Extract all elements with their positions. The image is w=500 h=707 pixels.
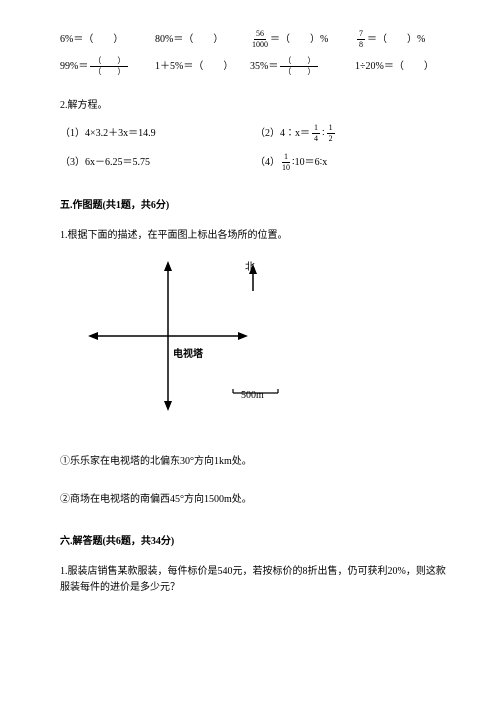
equation-row-2: （3）6x－6.25＝5.75 （4） 110 ∶10＝6∶x [60, 153, 450, 172]
ptop: （ ） [90, 57, 128, 67]
text: 六.解答题(共6题，共34分) [60, 536, 174, 547]
text: 35%＝ [250, 59, 278, 75]
section-5-heading: 五.作图题(共1题，共6分) [60, 198, 450, 214]
text: （3）6x－6.25＝5.75 [60, 155, 150, 171]
text: 2.解方程。 [60, 100, 108, 111]
text: 80%＝（ ） [155, 32, 223, 48]
fraction: 110 [282, 153, 290, 172]
s6-q1: 1.服装店销售某款服装，每件标价是540元，若按标价的8折出售，仍可获利20%，… [60, 564, 450, 596]
text: ∶ [322, 126, 325, 142]
text: ①乐乐家在电视塔的北偏东30°方向1km处。 [60, 456, 252, 467]
fraction: 14 [312, 124, 320, 143]
text: 6%＝（ ） [60, 32, 123, 48]
den: 1000 [252, 40, 268, 49]
expr-80pct: 80%＝（ ） [155, 30, 250, 49]
text: （1）4×3.2＋3x＝14.9 [60, 126, 156, 142]
q2-title: 2.解方程。 [60, 98, 450, 114]
text: （4） [255, 155, 280, 171]
expr-6pct: 6%＝（ ） [60, 30, 155, 49]
north-label: 北 [245, 260, 255, 276]
paren-frac: （ ）（ ） [280, 57, 318, 76]
pbot: （ ） [283, 67, 315, 76]
num: 1 [282, 153, 290, 163]
text: （2）4∶x＝ [255, 126, 310, 142]
text: 五.作图题(共1题，共6分) [60, 200, 169, 211]
expr-1plus5: 1＋5%＝（ ） [155, 57, 250, 76]
text: 1.根据下面的描述，在平面图上标出各场所的位置。 [60, 230, 288, 241]
s5-q1: 1.根据下面的描述，在平面图上标出各场所的位置。 [60, 228, 450, 244]
map-diagram: 北 电视塔 500m [78, 256, 450, 432]
text: ∶10＝6∶x [292, 155, 327, 171]
text: 1÷20%＝（ ） [355, 59, 434, 75]
num: 1 [327, 124, 335, 134]
text: 99%＝ [60, 59, 88, 75]
fraction: 561000 [252, 30, 268, 49]
eq-2: （2）4∶x＝ 14 ∶ 12 [255, 124, 450, 143]
den: 2 [329, 134, 333, 143]
text: ＝（ ）% [270, 32, 328, 48]
num: 1 [312, 124, 320, 134]
den: 10 [282, 163, 290, 172]
scale-label: 500m [241, 388, 264, 404]
num: 7 [357, 30, 365, 40]
expr-7-8: 78 ＝（ ）% [355, 30, 425, 49]
num: 56 [254, 30, 266, 40]
conversion-row-2: 99%＝ （ ）（ ） 1＋5%＝（ ） 35%＝ （ ）（ ） 1÷20%＝（… [60, 57, 450, 76]
den: 4 [314, 134, 318, 143]
expr-56-1000: 561000 ＝（ ）% [250, 30, 355, 49]
ptop: （ ） [280, 57, 318, 67]
tower-label: 电视塔 [173, 347, 203, 363]
fraction: 78 [357, 30, 365, 49]
s5-item-2: ②商场在电视塔的南偏西45°方向1500m处。 [60, 492, 450, 508]
map-svg [78, 256, 298, 426]
eq-4: （4） 110 ∶10＝6∶x [255, 153, 450, 172]
pbot: （ ） [93, 67, 125, 76]
fraction: 12 [327, 124, 335, 143]
den: 8 [359, 40, 363, 49]
s5-item-1: ①乐乐家在电视塔的北偏东30°方向1km处。 [60, 454, 450, 470]
expr-99pct: 99%＝ （ ）（ ） [60, 57, 155, 76]
text: 1.服装店销售某款服装，每件标价是540元，若按标价的8折出售，仍可获利20%，… [60, 566, 446, 593]
expr-1div20: 1÷20%＝（ ） [355, 57, 434, 76]
equation-row-1: （1）4×3.2＋3x＝14.9 （2）4∶x＝ 14 ∶ 12 [60, 124, 450, 143]
text: 1＋5%＝（ ） [155, 59, 233, 75]
text: ＝（ ）% [367, 32, 425, 48]
eq-1: （1）4×3.2＋3x＝14.9 [60, 124, 255, 143]
eq-3: （3）6x－6.25＝5.75 [60, 153, 255, 172]
section-6-heading: 六.解答题(共6题，共34分) [60, 534, 450, 550]
expr-35pct: 35%＝ （ ）（ ） [250, 57, 355, 76]
paren-frac: （ ）（ ） [90, 57, 128, 76]
text: ②商场在电视塔的南偏西45°方向1500m处。 [60, 494, 252, 505]
conversion-row-1: 6%＝（ ） 80%＝（ ） 561000 ＝（ ）% 78 ＝（ ）% [60, 30, 450, 49]
